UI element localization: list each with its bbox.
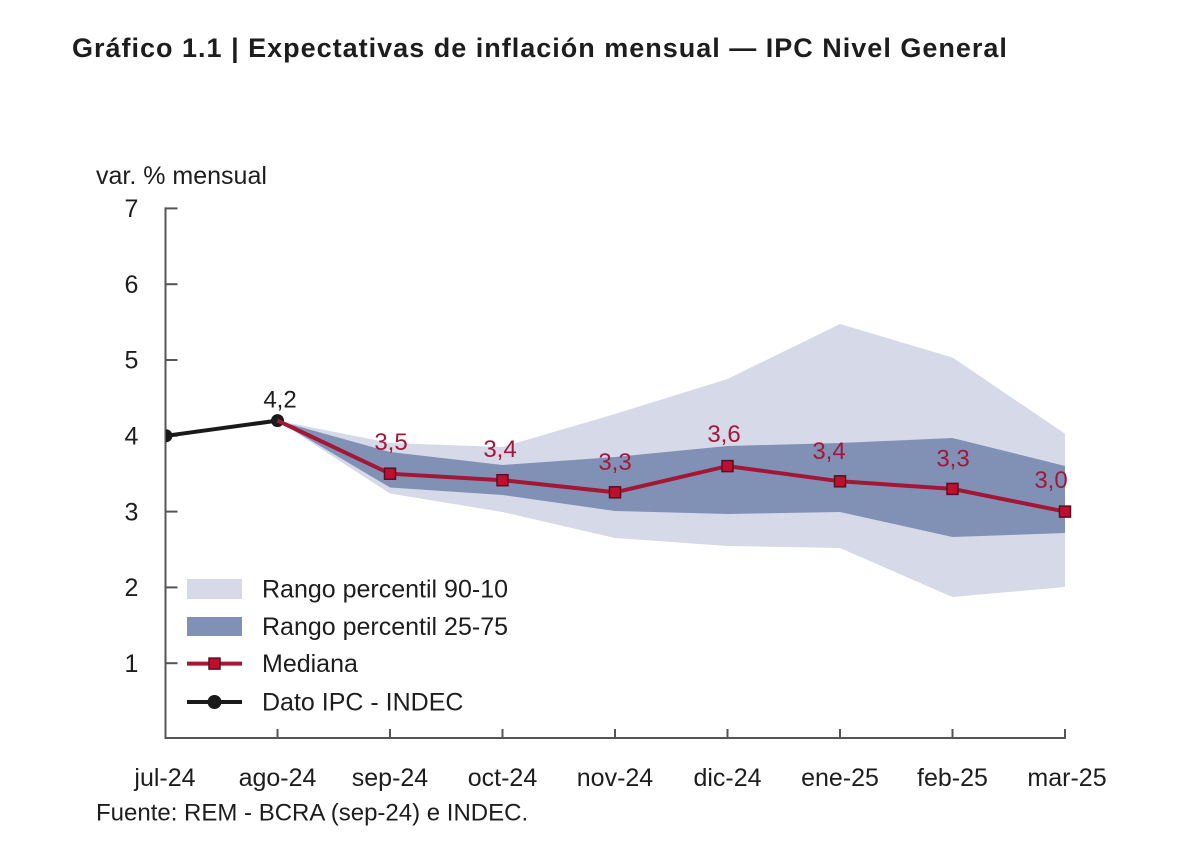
svg-text:3,4: 3,4 [483, 436, 516, 463]
svg-text:dic-24: dic-24 [693, 764, 761, 792]
svg-text:ago-24: ago-24 [239, 764, 317, 792]
svg-text:Rango percentil 90-10: Rango percentil 90-10 [262, 576, 508, 604]
svg-text:3: 3 [125, 498, 139, 526]
svg-text:7: 7 [125, 195, 139, 223]
svg-text:mar-25: mar-25 [1027, 764, 1106, 792]
svg-text:Dato IPC - INDEC: Dato IPC - INDEC [262, 689, 463, 717]
svg-text:Fuente: REM - BCRA (sep-24) e: Fuente: REM - BCRA (sep-24) e INDEC. [96, 800, 528, 827]
svg-text:3,6: 3,6 [707, 421, 740, 448]
svg-text:var. % mensual: var. % mensual [96, 162, 267, 190]
svg-text:4: 4 [125, 423, 139, 451]
svg-text:1: 1 [125, 650, 139, 678]
svg-text:3,5: 3,5 [374, 429, 407, 456]
svg-text:5: 5 [125, 347, 139, 375]
svg-text:4,2: 4,2 [263, 387, 296, 414]
svg-text:2: 2 [125, 574, 139, 602]
svg-text:Rango percentil 25-75: Rango percentil 25-75 [262, 613, 508, 641]
svg-text:oct-24: oct-24 [468, 764, 538, 792]
svg-text:jul-24: jul-24 [133, 764, 195, 792]
svg-text:sep-24: sep-24 [352, 764, 429, 792]
svg-text:Gráfico 1.1 | Expectativas de: Gráfico 1.1 | Expectativas de inflación … [72, 33, 1008, 63]
svg-text:3,4: 3,4 [812, 438, 845, 465]
svg-text:ene-25: ene-25 [801, 764, 879, 792]
svg-text:Mediana: Mediana [262, 650, 358, 678]
svg-text:nov-24: nov-24 [577, 764, 654, 792]
svg-text:feb-25: feb-25 [917, 764, 988, 792]
svg-text:3,0: 3,0 [1034, 467, 1067, 494]
svg-text:3,3: 3,3 [936, 446, 969, 473]
svg-text:3,3: 3,3 [598, 449, 631, 476]
svg-text:6: 6 [125, 271, 139, 299]
